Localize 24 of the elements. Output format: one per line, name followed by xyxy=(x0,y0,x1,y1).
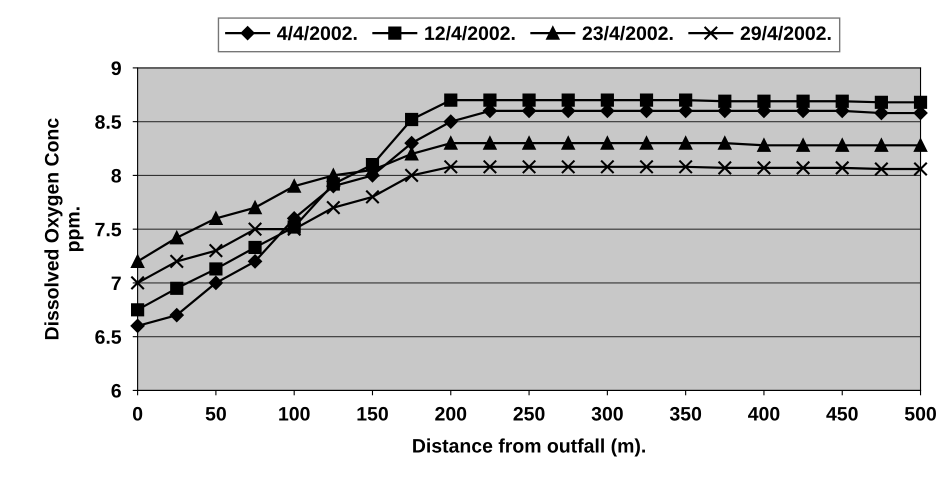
legend-label: 4/4/2002. xyxy=(277,26,357,40)
y-tick-label: 7.5 xyxy=(95,222,122,236)
legend-label: 23/4/2002. xyxy=(582,26,673,40)
y-tick-label: 8 xyxy=(111,168,122,183)
x-axis-title: Distance from outfall (m). xyxy=(413,438,645,457)
x-tick-label: 250 xyxy=(514,406,544,421)
x-tick-label: 350 xyxy=(670,406,702,421)
y-axis-title: Dissolved Oxygen Conc ppm. xyxy=(44,118,84,340)
y-tick-label: 9 xyxy=(111,61,121,76)
x-tick-label: 500 xyxy=(904,406,936,421)
y-tick-label: 8.5 xyxy=(95,115,122,129)
x-tick-label: 150 xyxy=(357,406,388,421)
x-tick-label: 400 xyxy=(748,406,780,421)
legend-label: 29/4/2002. xyxy=(740,26,831,40)
x-tick-label: 200 xyxy=(435,406,466,421)
y-tick-label: 7 xyxy=(112,276,121,290)
x-tick-label: 300 xyxy=(592,406,623,421)
y-tick-label: 6.5 xyxy=(95,330,122,344)
x-tick-label: 50 xyxy=(206,406,226,421)
x-tick-label: 0 xyxy=(132,406,142,421)
y-tick-label: 6 xyxy=(112,384,121,398)
x-tick-label: 450 xyxy=(826,406,858,421)
x-tick-label: 100 xyxy=(279,406,310,421)
legend-label: 12/4/2002. xyxy=(425,26,515,40)
